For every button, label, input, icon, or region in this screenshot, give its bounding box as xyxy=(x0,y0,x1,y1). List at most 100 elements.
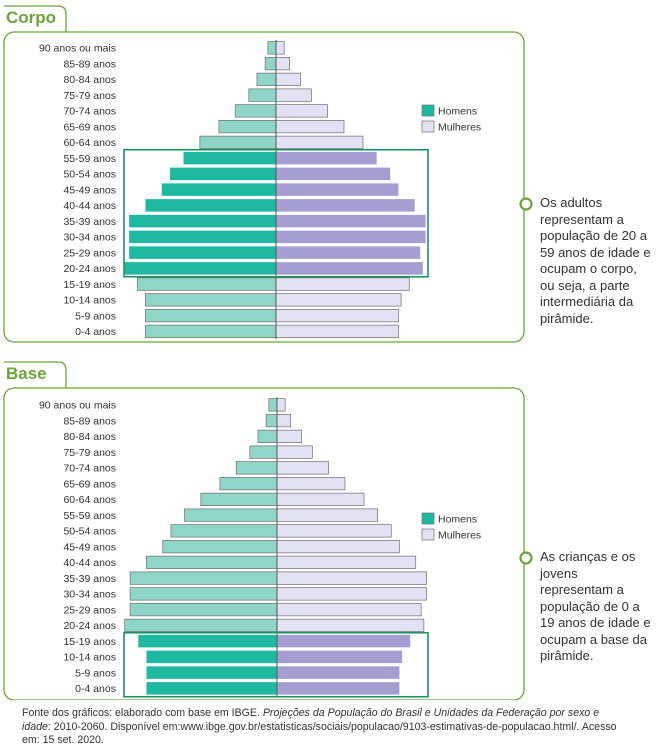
bar-mulheres xyxy=(276,540,400,554)
bar-mulheres xyxy=(276,414,291,428)
age-label: 60-64 anos xyxy=(63,137,116,149)
legend-label-mulheres: Mulheres xyxy=(438,530,481,542)
legend-swatch-mulheres xyxy=(421,120,435,133)
source-italic: Projeções da População do Brasil e Unida… xyxy=(22,707,600,733)
bar-mulheres xyxy=(275,104,329,118)
age-label: 35-39 anos xyxy=(63,573,116,585)
bar-mulheres xyxy=(275,41,285,55)
legend-swatch-homens xyxy=(421,104,435,117)
age-label: 65-69 anos xyxy=(63,121,116,133)
bar-mulheres xyxy=(276,508,378,522)
bar-homens xyxy=(138,634,277,648)
age-label: 75-79 anos xyxy=(63,447,116,459)
age-label: 80-84 anos xyxy=(63,431,116,443)
bar-mulheres xyxy=(276,477,346,491)
title-tab xyxy=(4,5,67,32)
bar-mulheres xyxy=(276,461,330,475)
bar-mulheres xyxy=(276,214,426,228)
bar-homens xyxy=(136,277,277,291)
source-citation: Fonte dos gráficos: elaborado com base e… xyxy=(22,707,622,748)
legend-swatch-mulheres xyxy=(421,528,435,541)
bar-mulheres xyxy=(275,120,345,134)
note-marker xyxy=(519,197,533,211)
bar-homens xyxy=(257,429,278,443)
note-marker xyxy=(519,551,533,565)
bar-mulheres xyxy=(276,429,302,443)
age-label: 45-49 anos xyxy=(63,541,116,553)
bar-homens xyxy=(129,603,278,617)
bar-mulheres xyxy=(277,682,400,695)
age-label: 50-54 anos xyxy=(63,526,116,538)
bar-mulheres xyxy=(276,571,427,585)
bar-mulheres xyxy=(276,555,417,569)
age-label: 25-29 anos xyxy=(63,247,116,259)
age-label: 15-19 anos xyxy=(63,636,116,648)
bar-homens xyxy=(129,571,278,585)
age-label: 5-9 anos xyxy=(75,667,116,679)
bar-mulheres xyxy=(275,72,301,86)
panel-title: Corpo xyxy=(6,8,56,27)
age-label: 40-44 anos xyxy=(63,557,116,569)
bar-homens xyxy=(146,666,277,679)
bar-homens xyxy=(184,508,278,522)
bar-homens xyxy=(200,492,278,506)
age-label: 0-4 anos xyxy=(75,326,116,338)
bar-homens xyxy=(145,293,277,307)
age-label: 70-74 anos xyxy=(63,106,116,118)
bar-homens xyxy=(219,477,278,491)
age-label: 65-69 anos xyxy=(63,478,116,490)
age-label: 30-34 anos xyxy=(63,589,116,601)
bar-homens xyxy=(146,650,277,664)
pyramid-corpo: Corpo 90 anos ou mais 85-89 anos 80-84 anos… xyxy=(3,5,533,343)
bar-mulheres xyxy=(276,524,392,538)
bar-homens xyxy=(264,57,277,71)
age-label: 85-89 anos xyxy=(63,415,116,427)
age-label: 45-49 anos xyxy=(63,184,116,196)
bar-homens xyxy=(145,309,277,323)
age-label: 90 anos ou mais xyxy=(39,400,116,412)
bar-mulheres xyxy=(276,398,286,412)
legend-label-homens: Homens xyxy=(438,106,477,118)
bar-mulheres xyxy=(276,262,423,275)
bar-homens xyxy=(146,682,277,695)
age-label: 90 anos ou mais xyxy=(39,43,116,55)
bar-homens xyxy=(234,104,277,118)
bar-homens xyxy=(256,72,277,86)
bar-mulheres xyxy=(275,88,312,102)
age-label: 10-14 anos xyxy=(63,652,116,664)
highlight-box xyxy=(123,631,429,698)
bar-mulheres xyxy=(276,603,422,617)
bar-homens xyxy=(218,120,277,134)
bar-homens xyxy=(161,183,276,196)
legend-label-mulheres: Mulheres xyxy=(438,122,481,134)
pyramid-base: Base 90 anos ou mais 85-89 anos 80-84 anos 7… xyxy=(3,361,533,700)
bar-homens xyxy=(267,41,277,55)
population-pyramids: Corpo 90 anos ou mais 85-89 anos 80-84 anos… xyxy=(3,5,533,700)
bar-mulheres xyxy=(275,135,364,149)
bar-mulheres xyxy=(276,230,426,244)
bar-homens xyxy=(129,246,276,259)
bar-mulheres xyxy=(276,199,415,212)
age-label: 20-24 anos xyxy=(63,620,116,632)
legend-swatch-homens xyxy=(421,512,435,525)
bar-homens xyxy=(123,262,277,275)
title-tab xyxy=(4,361,67,388)
note-base: As crianças e os jovens representam a po… xyxy=(540,549,651,663)
age-label: 0-4 anos xyxy=(75,683,116,695)
source-prefix: Fonte dos gráficos: elaborado com base e… xyxy=(22,707,263,719)
bar-homens xyxy=(145,199,276,212)
bar-homens xyxy=(129,587,278,601)
panel-frame xyxy=(3,31,525,343)
age-label: 60-64 anos xyxy=(63,494,116,506)
bar-homens xyxy=(146,555,278,569)
bar-homens xyxy=(268,398,278,412)
age-label: 50-54 anos xyxy=(63,169,116,181)
age-label: 10-14 anos xyxy=(63,295,116,307)
bar-homens xyxy=(169,167,276,181)
highlight-box xyxy=(123,148,429,278)
legend: Homens Mulheres xyxy=(421,512,481,542)
age-label: 80-84 anos xyxy=(63,74,116,86)
bar-homens xyxy=(183,151,276,165)
age-label: 20-24 anos xyxy=(63,263,116,275)
age-label: 25-29 anos xyxy=(63,604,116,616)
